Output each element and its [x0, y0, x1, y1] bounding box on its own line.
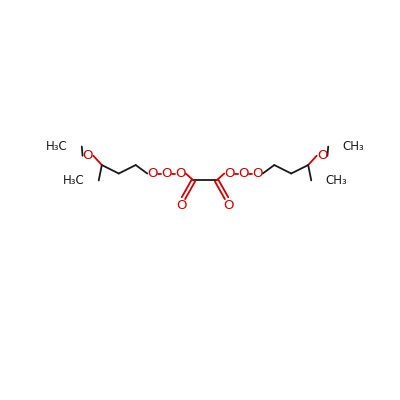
Text: O: O: [175, 167, 186, 180]
Text: O: O: [147, 167, 158, 180]
Text: CH₃: CH₃: [325, 174, 347, 187]
Text: O: O: [161, 167, 172, 180]
Text: O: O: [238, 167, 249, 180]
Text: H₃C: H₃C: [63, 174, 85, 187]
Text: O: O: [224, 167, 235, 180]
Text: O: O: [252, 167, 263, 180]
Text: O: O: [177, 198, 187, 212]
Text: H₃C: H₃C: [46, 140, 68, 153]
Text: CH₃: CH₃: [342, 140, 364, 153]
Text: O: O: [223, 198, 233, 212]
Text: O: O: [317, 149, 327, 162]
Text: O: O: [83, 149, 93, 162]
